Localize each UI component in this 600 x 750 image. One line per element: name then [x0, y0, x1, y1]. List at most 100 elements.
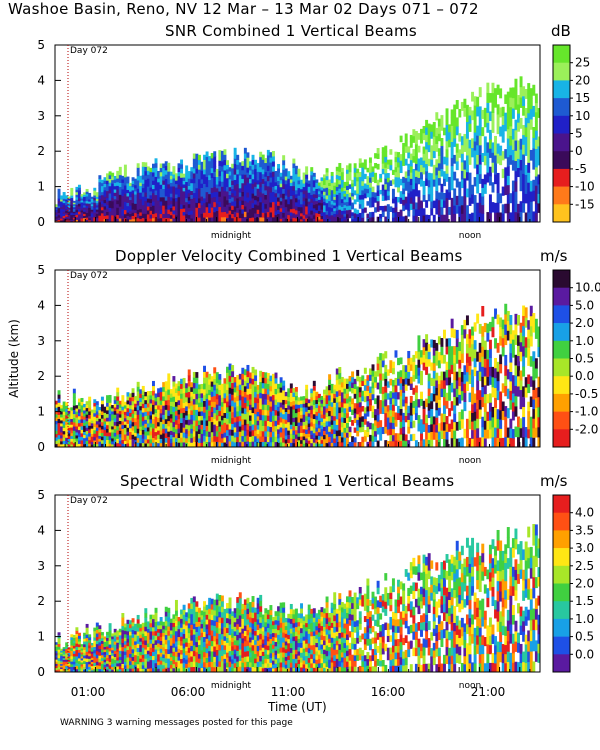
data-cell [374, 419, 378, 426]
data-cell [231, 376, 235, 383]
data-cell [460, 170, 464, 180]
data-cell [443, 192, 446, 201]
data-cell [106, 201, 109, 206]
data-cell [294, 173, 298, 179]
data-cell [287, 189, 291, 194]
data-cell [315, 395, 319, 401]
data-cell [358, 194, 362, 200]
data-cell [243, 195, 247, 202]
data-cell [340, 421, 344, 428]
data-cell [251, 395, 255, 402]
data-cell [445, 140, 449, 150]
data-cell [241, 401, 245, 408]
data-cell [325, 172, 329, 177]
data-cell [522, 416, 526, 428]
data-cell [88, 195, 92, 198]
data-cell [136, 175, 140, 181]
data-cell [279, 193, 283, 198]
data-cell [463, 186, 467, 196]
data-cell [57, 646, 61, 650]
data-cell [506, 212, 510, 223]
data-cell [399, 166, 403, 174]
data-cell [384, 162, 388, 168]
data-cell [468, 329, 472, 339]
data-cell [241, 182, 245, 188]
data-cell [443, 214, 446, 223]
data-cell [282, 380, 286, 386]
data-cell [282, 394, 286, 400]
data-cell [123, 181, 127, 186]
data-cell [243, 174, 247, 181]
data-cell [468, 419, 472, 430]
data-cell [282, 159, 286, 166]
data-cell [141, 407, 145, 413]
data-cell [305, 429, 309, 435]
data-cell [77, 433, 81, 438]
data-cell [264, 420, 268, 427]
data-cell [113, 403, 117, 408]
data-cell [310, 421, 314, 427]
data-cell [226, 389, 229, 396]
data-cell [108, 439, 112, 444]
data-cell [146, 411, 150, 416]
data-cell [126, 392, 130, 397]
data-cell [351, 212, 355, 216]
data-cell [333, 433, 337, 439]
data-cell [330, 196, 334, 201]
data-cell [144, 196, 148, 202]
data-cell [514, 395, 518, 407]
data-cell [284, 407, 288, 412]
data-cell [450, 141, 454, 151]
data-cell [223, 412, 227, 418]
data-cell [412, 368, 416, 376]
data-cell [282, 198, 286, 204]
data-cell [65, 415, 69, 419]
data-cell [379, 433, 383, 441]
data-cell [254, 424, 258, 431]
data-cell [83, 410, 87, 414]
data-cell [501, 383, 505, 393]
data-cell [509, 333, 513, 344]
data-cell [111, 411, 115, 415]
data-cell [228, 429, 232, 436]
data-cell [185, 392, 189, 398]
data-cell [404, 139, 408, 147]
data-cell [328, 194, 332, 199]
data-cell [517, 426, 520, 438]
data-cell [443, 388, 446, 398]
data-cell [483, 376, 487, 386]
data-cell [139, 442, 143, 448]
data-cell [287, 218, 291, 223]
data-cell [83, 413, 87, 417]
data-cell [517, 436, 520, 448]
data-cell [103, 412, 107, 416]
data-cell [440, 145, 444, 154]
data-cell [499, 437, 503, 448]
data-cell [139, 393, 143, 398]
data-cell [195, 173, 199, 179]
data-cell [384, 364, 388, 373]
data-cell [144, 170, 148, 176]
data-cell [167, 436, 171, 443]
data-cell [302, 218, 306, 223]
data-cell [152, 205, 155, 210]
data-cell [220, 424, 224, 430]
data-cell [90, 211, 94, 214]
data-cell [228, 393, 232, 400]
data-cell [300, 436, 303, 441]
data-cell [192, 217, 196, 223]
data-cell [527, 212, 531, 223]
data-cell [177, 188, 181, 194]
time-marker-noon: noon [459, 231, 481, 241]
data-cell [366, 375, 370, 381]
data-cell [233, 163, 237, 170]
data-cell [496, 212, 500, 223]
data-cell [458, 438, 462, 448]
data-cell [131, 405, 135, 410]
data-cell [57, 212, 61, 216]
data-cell [307, 416, 311, 421]
colorbar-swatch [553, 287, 570, 306]
data-cell [274, 431, 278, 437]
data-cell [432, 136, 436, 144]
data-cell [420, 171, 423, 180]
